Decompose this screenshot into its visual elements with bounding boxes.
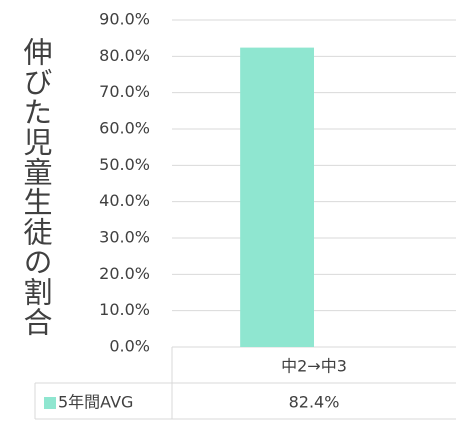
bar <box>240 47 314 347</box>
y-tick-label: 80.0% <box>99 46 150 65</box>
y-tick-label: 30.0% <box>99 228 150 247</box>
y-tick-label: 90.0% <box>99 10 150 29</box>
y-tick-label: 60.0% <box>99 119 150 138</box>
y-tick-label: 10.0% <box>99 300 150 319</box>
y-tick-label: 0.0% <box>109 337 150 356</box>
legend-label: 5年間AVG <box>58 393 133 412</box>
y-tick-label: 20.0% <box>99 264 150 283</box>
table-value: 82.4% <box>289 393 340 412</box>
legend-swatch <box>44 397 56 409</box>
y-axis-label: 伸びた児童生徒の割合 <box>19 37 53 337</box>
y-tick-label: 70.0% <box>99 82 150 101</box>
y-tick-label: 50.0% <box>99 155 150 174</box>
y-tick-label: 40.0% <box>99 191 150 210</box>
x-tick-label: 中2→中3 <box>281 357 347 376</box>
